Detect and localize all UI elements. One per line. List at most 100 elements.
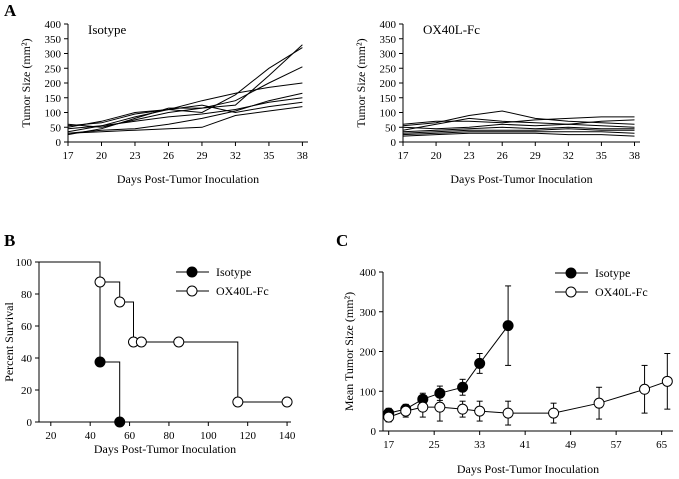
open-circle-marker [593,397,605,409]
x-tick-label: 57 [611,439,623,451]
y-tick-label: 100 [16,257,33,269]
y-tick-label: 400 [45,19,62,31]
open-circle-marker [135,336,147,348]
x-tick-label: 120 [239,430,256,442]
x-axis-label: Days Post-Tumor Inoculation [450,172,592,186]
x-axis-label: Days Post-Tumor Inoculation [457,462,599,476]
x-tick-label: 65 [656,439,668,451]
y-tick-label: 20 [21,385,33,397]
y-tick-label: 400 [380,19,397,31]
legend-open-circle-marker [186,285,198,297]
growth-curve-line [402,131,635,136]
open-circle-marker [94,276,106,288]
growth-curve-line [402,123,635,130]
x-tick-label: 38 [297,150,309,162]
open-circle-marker [114,296,126,308]
y-tick-label: 150 [380,93,397,105]
y-tick-label: 60 [21,321,33,333]
x-tick-label: 140 [279,430,296,442]
x-tick-label: 41 [520,439,531,451]
y-tick-label: 350 [380,34,397,46]
filled-circle-marker [94,356,106,368]
growth-curve-line [67,44,303,136]
mean-size-line [388,325,509,414]
growth-curve-line [402,117,635,131]
legend-filled-circle-marker [186,266,198,278]
open-circle-marker [639,383,651,395]
panel-letter-a: A [4,1,17,20]
x-tick-label: 25 [429,439,441,451]
y-axis-label: Percent Survival [2,302,16,382]
x-tick-label: 60 [124,430,136,442]
x-tick-label: 35 [596,150,608,162]
y-tick-label: 300 [45,49,62,61]
open-circle-marker [502,407,514,419]
growth-curve-line [67,101,303,127]
y-tick-label: 350 [45,34,62,46]
growth-curve-line [67,82,303,128]
growth-curve-line [67,106,303,134]
chart-isotype-tumor-growth: 0 50 100 150 200 250 300 350 400 17 20 23 26 29 32 35 38… [19,19,308,186]
legend-label: OX40L-Fc [216,284,269,298]
growth-curve-line [67,47,303,133]
growth-curve-line [402,132,635,137]
survival-step-line [39,261,121,422]
x-tick-label: 29 [530,150,542,162]
panel-letter-c: C [336,231,348,250]
legend-filled-circle-marker [565,267,577,279]
panel-letter-b: B [4,231,15,250]
open-circle-marker [232,396,244,408]
x-axis-label: Days Post-Tumor Inoculation [94,442,236,456]
y-tick-label: 100 [360,386,377,398]
y-tick-label: 100 [380,108,397,120]
open-circle-marker [457,403,469,415]
legend-label: Isotype [595,266,630,280]
x-tick-label: 29 [196,150,208,162]
x-tick-label: 32 [563,150,574,162]
y-axis-label: Tumor Size (mm²) [354,38,368,127]
growth-curve-line [402,126,635,133]
y-tick-label: 200 [380,78,397,90]
legend-label: OX40L-Fc [595,285,648,299]
filled-circle-marker [502,320,514,332]
growth-curve-line [67,97,303,130]
growth-curve-line [67,92,303,134]
open-circle-marker [474,405,486,417]
x-tick-label: 35 [263,150,275,162]
open-circle-marker [417,401,429,413]
x-tick-label: 49 [565,439,577,451]
x-tick-label: 20 [45,430,57,442]
y-tick-label: 250 [45,63,62,75]
y-tick-label: 400 [360,267,377,279]
chart-title: OX40L-Fc [423,22,480,37]
x-tick-label: 100 [200,430,217,442]
x-axis-label: Days Post-Tumor Inoculation [117,172,259,186]
filled-circle-marker [474,357,486,369]
y-tick-label: 200 [45,78,62,90]
y-tick-label: 50 [50,122,62,134]
y-axis-label: Mean Tumor Size (mm²) [342,292,356,411]
legend-label: Isotype [216,265,251,279]
y-tick-label: 150 [45,93,62,105]
y-axis-label: Tumor Size (mm²) [19,38,33,127]
x-tick-label: 26 [497,150,509,162]
chart-mean-tumor-size: 0 100 200 300 400 17 25 33 41 49 57 65 Days Post-Tum… [342,266,673,476]
y-tick-label: 0 [371,426,377,438]
y-tick-label: 0 [27,417,33,429]
open-circle-marker [173,336,185,348]
y-tick-label: 300 [360,307,377,319]
x-tick-label: 40 [85,430,97,442]
x-tick-label: 17 [63,150,75,162]
x-tick-label: 38 [629,150,641,162]
open-circle-marker [400,405,412,417]
y-tick-label: 100 [45,108,62,120]
x-tick-label: 26 [163,150,175,162]
x-tick-label: 32 [230,150,241,162]
open-circle-marker [548,407,560,419]
x-tick-label: 23 [129,150,141,162]
y-tick-label: 300 [380,49,397,61]
y-tick-label: 80 [21,289,33,301]
filled-circle-marker [457,381,469,393]
open-circle-marker [661,375,673,387]
